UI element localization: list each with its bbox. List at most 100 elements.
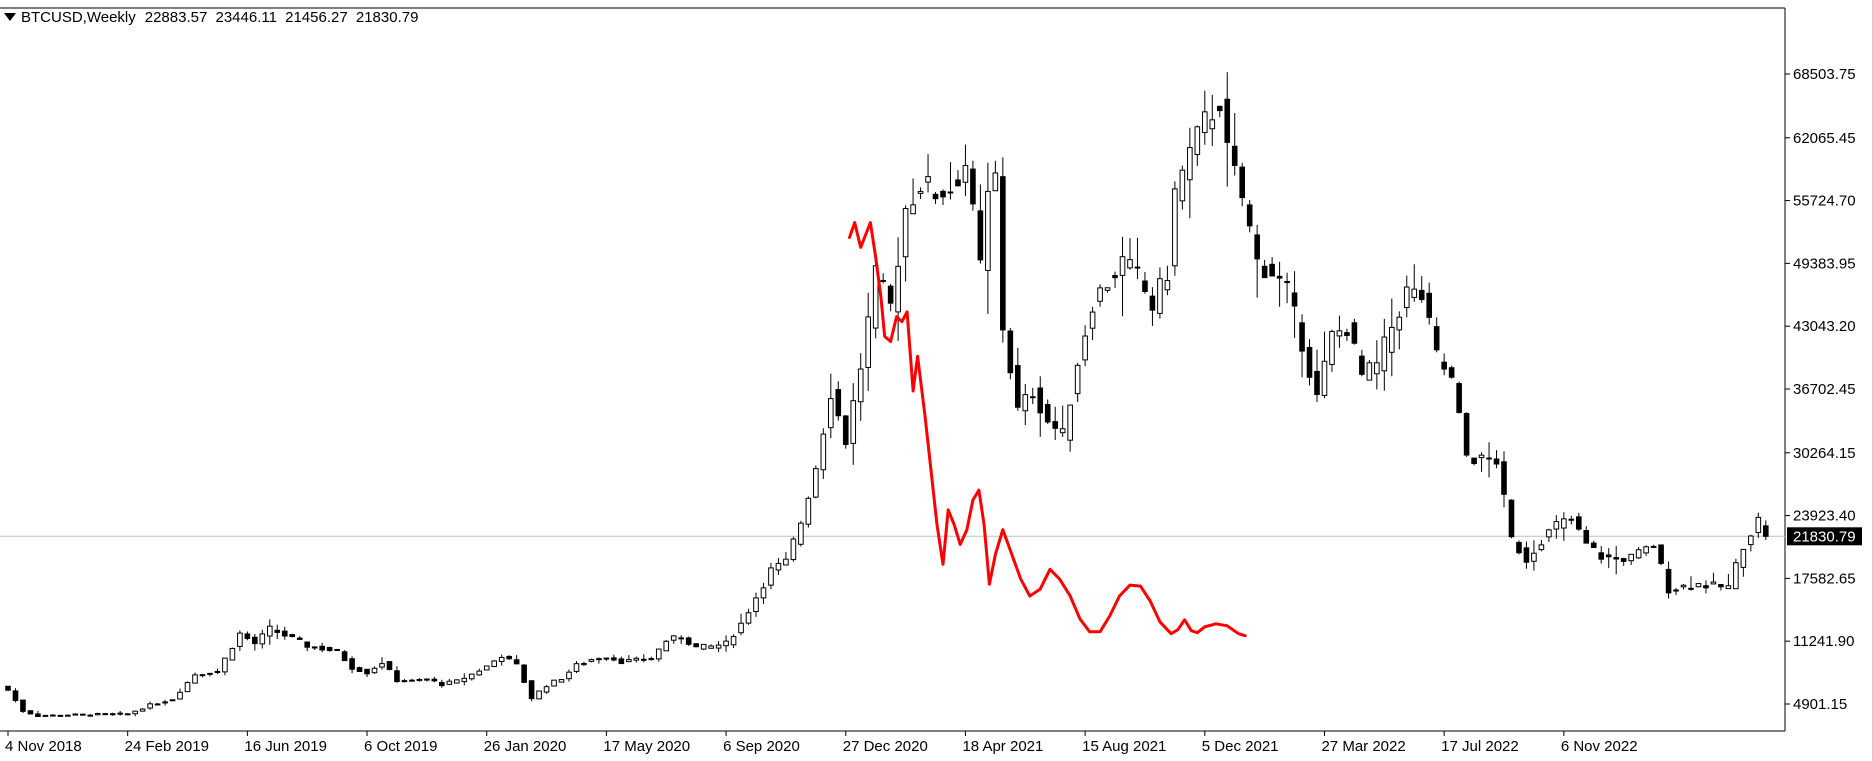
candle-body[interactable] bbox=[483, 665, 490, 671]
candle-body[interactable] bbox=[1508, 499, 1515, 538]
candle-body[interactable] bbox=[1381, 336, 1388, 372]
candle-body[interactable] bbox=[94, 713, 101, 716]
candle-body[interactable] bbox=[281, 630, 288, 637]
candle-body[interactable] bbox=[229, 647, 236, 661]
candle-body[interactable] bbox=[117, 712, 124, 715]
candle-body[interactable] bbox=[1059, 428, 1066, 434]
candle-body[interactable] bbox=[207, 672, 213, 675]
candle-body[interactable] bbox=[798, 522, 804, 545]
candle-body[interactable] bbox=[326, 647, 333, 652]
candle-body[interactable] bbox=[1433, 326, 1440, 351]
candle-body[interactable] bbox=[57, 714, 64, 717]
candle-body[interactable] bbox=[184, 682, 191, 693]
candle-body[interactable] bbox=[1583, 530, 1590, 544]
candle-body[interactable] bbox=[1531, 552, 1537, 562]
candle-body[interactable] bbox=[708, 645, 714, 649]
candle-body[interactable] bbox=[1119, 256, 1126, 276]
candle-body[interactable] bbox=[431, 678, 438, 682]
candle-body[interactable] bbox=[1620, 558, 1627, 562]
candle-body[interactable] bbox=[222, 657, 228, 673]
candle-body[interactable] bbox=[528, 680, 535, 700]
candle-body[interactable] bbox=[768, 567, 774, 586]
candle-body[interactable] bbox=[745, 612, 752, 624]
candle-body[interactable] bbox=[1142, 280, 1148, 292]
candle-body[interactable] bbox=[730, 636, 737, 646]
candle-body[interactable] bbox=[1022, 394, 1029, 412]
candle-body[interactable] bbox=[581, 663, 587, 666]
candle-body[interactable] bbox=[1112, 275, 1118, 279]
candle-body[interactable] bbox=[753, 597, 759, 612]
candle-body[interactable] bbox=[35, 713, 41, 717]
candle-body[interactable] bbox=[1635, 549, 1642, 559]
candle-body[interactable] bbox=[177, 691, 183, 700]
candle-body[interactable] bbox=[1718, 584, 1724, 588]
candle-body[interactable] bbox=[416, 678, 423, 681]
candle-body[interactable] bbox=[760, 587, 767, 599]
candle-body[interactable] bbox=[132, 710, 138, 715]
candle-body[interactable] bbox=[641, 658, 647, 661]
candle-body[interactable] bbox=[386, 661, 393, 671]
candle-body[interactable] bbox=[259, 633, 266, 645]
candle-body[interactable] bbox=[932, 193, 939, 200]
candle-body[interactable] bbox=[364, 668, 370, 675]
candle-body[interactable] bbox=[1089, 311, 1096, 329]
candle-body[interactable] bbox=[1411, 288, 1418, 298]
candle-body[interactable] bbox=[1037, 387, 1044, 414]
candle-body[interactable] bbox=[237, 632, 243, 647]
candle-body[interactable] bbox=[685, 637, 692, 645]
candle-body[interactable] bbox=[1463, 413, 1470, 456]
candle-body[interactable] bbox=[1202, 111, 1208, 133]
candle-body[interactable] bbox=[169, 699, 176, 702]
candle-body[interactable] bbox=[1665, 568, 1672, 594]
candle-body[interactable] bbox=[1516, 541, 1522, 554]
candle-body[interactable] bbox=[1052, 421, 1059, 429]
candle-body[interactable] bbox=[910, 204, 916, 215]
candle-body[interactable] bbox=[1733, 562, 1739, 590]
candle-body[interactable] bbox=[124, 713, 131, 716]
candle-body[interactable] bbox=[842, 415, 849, 445]
candle-body[interactable] bbox=[985, 190, 991, 271]
candle-body[interactable] bbox=[72, 713, 79, 716]
candle-body[interactable] bbox=[1374, 362, 1380, 375]
candle-body[interactable] bbox=[1740, 548, 1747, 568]
candle-body[interactable] bbox=[491, 660, 497, 667]
candle-body[interactable] bbox=[1763, 525, 1769, 537]
candle-body[interactable] bbox=[394, 670, 400, 683]
candle-body[interactable] bbox=[199, 674, 206, 677]
candle-body[interactable] bbox=[970, 168, 976, 205]
candle-body[interactable] bbox=[5, 685, 11, 691]
candle-body[interactable] bbox=[1680, 584, 1687, 588]
candle-body[interactable] bbox=[379, 663, 385, 668]
candle-body[interactable] bbox=[27, 710, 34, 715]
candle-body[interactable] bbox=[109, 713, 116, 716]
candle-body[interactable] bbox=[977, 210, 984, 261]
candle-body[interactable] bbox=[454, 679, 460, 684]
candle-body[interactable] bbox=[603, 657, 610, 660]
candle-body[interactable] bbox=[1501, 461, 1507, 495]
candle-body[interactable] bbox=[371, 667, 378, 674]
candle-body[interactable] bbox=[1284, 281, 1290, 284]
candle-body[interactable] bbox=[65, 714, 71, 717]
candle-body[interactable] bbox=[1269, 263, 1275, 277]
candle-body[interactable] bbox=[1209, 119, 1216, 130]
candle-body[interactable] bbox=[1359, 355, 1365, 375]
candle-body[interactable] bbox=[1695, 583, 1702, 588]
candle-body[interactable] bbox=[1673, 589, 1679, 592]
candle-body[interactable] bbox=[1613, 557, 1620, 560]
candle-body[interactable] bbox=[715, 644, 722, 649]
candle-body[interactable] bbox=[1276, 275, 1283, 279]
candle-body[interactable] bbox=[955, 179, 961, 187]
candle-body[interactable] bbox=[790, 538, 797, 561]
candle-body[interactable] bbox=[947, 191, 954, 194]
candle-body[interactable] bbox=[252, 636, 258, 645]
candle-body[interactable] bbox=[1366, 362, 1373, 381]
candle-body[interactable] bbox=[566, 671, 572, 680]
candle-body[interactable] bbox=[1239, 166, 1246, 199]
candle-body[interactable] bbox=[596, 658, 602, 661]
candle-body[interactable] bbox=[192, 674, 198, 684]
candle-body[interactable] bbox=[723, 640, 729, 647]
candle-body[interactable] bbox=[805, 497, 812, 525]
candle-body[interactable] bbox=[1546, 529, 1552, 538]
candle-body[interactable] bbox=[618, 658, 625, 665]
